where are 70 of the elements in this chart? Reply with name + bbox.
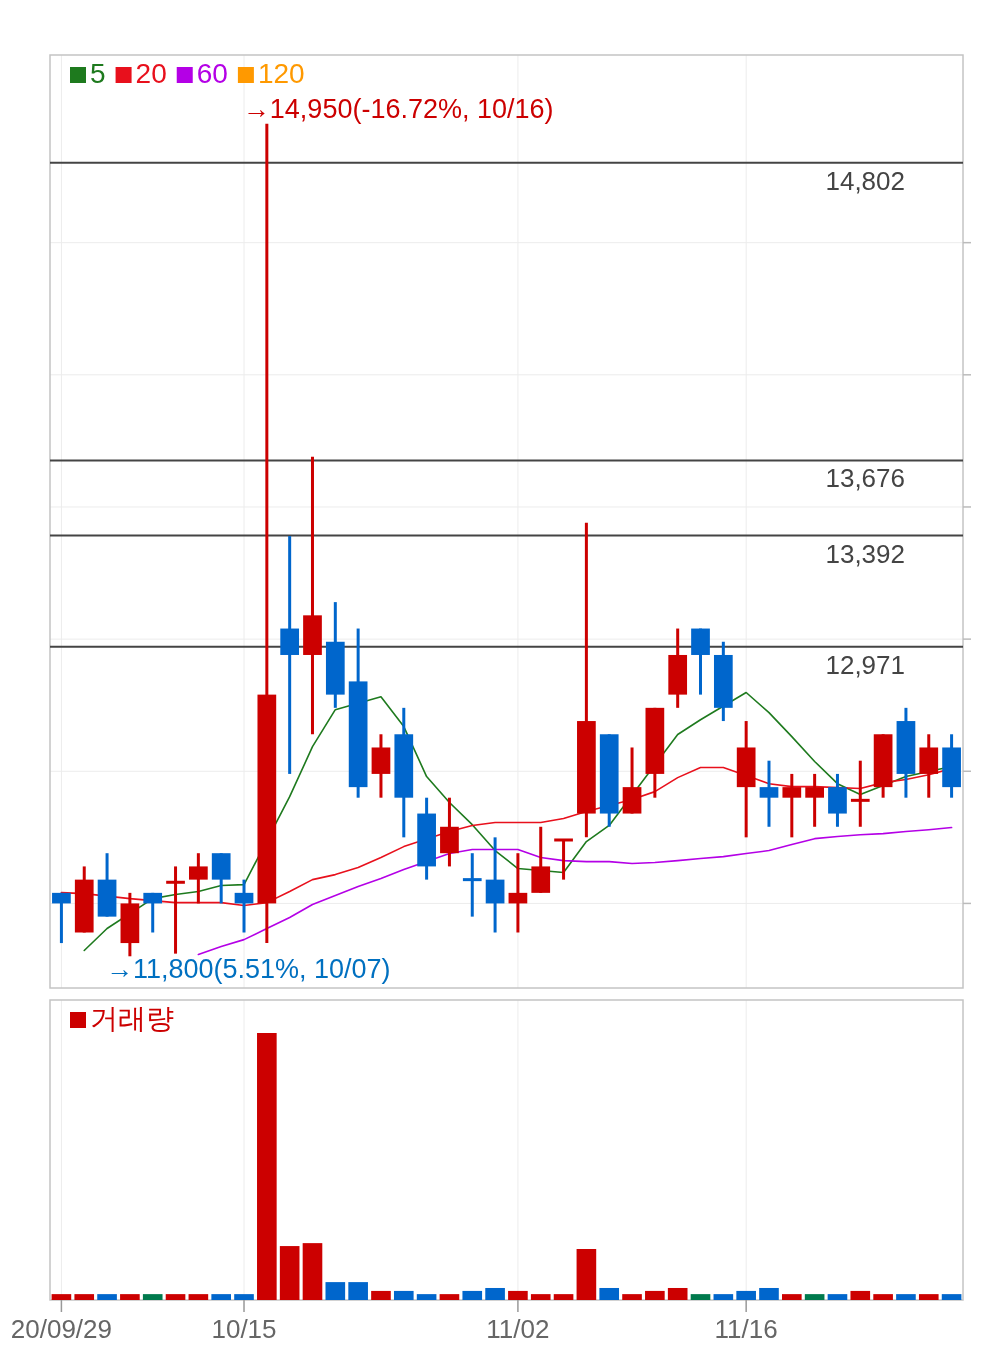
bar	[211, 1294, 231, 1300]
x-tick-label: 10/15	[211, 1314, 277, 1344]
candlestick	[850, 760, 870, 827]
bar	[941, 1294, 962, 1300]
bar	[51, 1294, 72, 1300]
bar	[97, 1294, 117, 1300]
candlestick	[189, 853, 208, 904]
x-tick-label: 11/02	[486, 1314, 550, 1344]
bar	[622, 1294, 642, 1300]
bar	[348, 1282, 368, 1300]
candlestick	[508, 853, 528, 933]
bar	[850, 1290, 871, 1300]
bar	[257, 1033, 277, 1300]
legend-label: 120	[257, 58, 305, 89]
bar	[873, 1294, 893, 1300]
bar	[690, 1294, 711, 1300]
ref-line-label: 13,392	[825, 538, 905, 569]
candlestick	[462, 853, 482, 917]
legend-label: 60	[196, 58, 228, 89]
legend-label: 거래량	[90, 1003, 174, 1034]
legend-label: 20	[135, 58, 167, 89]
bar	[645, 1290, 665, 1300]
ref-line-label: 12,971	[825, 649, 905, 680]
candlestick	[485, 837, 505, 933]
bar	[530, 1294, 551, 1300]
legend: 거래량	[70, 1003, 174, 1034]
bar	[393, 1290, 414, 1300]
bar	[165, 1294, 186, 1300]
bar	[736, 1290, 756, 1300]
ref-line-label: 14,802	[825, 165, 905, 196]
bar	[896, 1294, 916, 1300]
bar	[827, 1294, 848, 1300]
candlestick	[554, 838, 573, 880]
bar	[234, 1294, 254, 1300]
annotation: →11,800(5.51%, 10/07)	[105, 954, 391, 985]
annotation: →14,950(-16.72%, 10/16)	[242, 93, 554, 124]
bar	[713, 1294, 734, 1300]
bar	[599, 1287, 620, 1300]
bar	[188, 1294, 209, 1300]
bar	[142, 1294, 163, 1300]
candlestick	[143, 891, 163, 933]
bar	[782, 1294, 802, 1300]
bar	[325, 1282, 346, 1300]
bar	[508, 1290, 528, 1300]
bar	[74, 1294, 95, 1300]
bar	[439, 1294, 460, 1300]
candlestick	[782, 772, 802, 838]
candlestick	[805, 772, 824, 827]
candlestick	[280, 536, 300, 774]
bar	[918, 1294, 939, 1300]
bar	[485, 1287, 505, 1300]
x-tick-label: 11/16	[714, 1314, 778, 1344]
x-tick-label: 20/09/29	[10, 1314, 113, 1344]
bar	[416, 1294, 437, 1300]
bar	[462, 1290, 483, 1300]
candlestick	[234, 879, 254, 933]
bar	[302, 1243, 323, 1300]
bar	[667, 1287, 688, 1300]
bar	[553, 1294, 574, 1300]
ref-line-label: 13,676	[825, 463, 905, 494]
bar	[804, 1294, 825, 1300]
bar	[371, 1290, 391, 1300]
bar	[120, 1294, 140, 1300]
bar	[576, 1249, 597, 1300]
bar	[759, 1287, 779, 1300]
candlestick	[166, 866, 185, 954]
bar	[279, 1246, 300, 1300]
candlestick	[52, 891, 71, 945]
legend-label: 5	[90, 58, 106, 89]
candlestick	[759, 760, 779, 827]
